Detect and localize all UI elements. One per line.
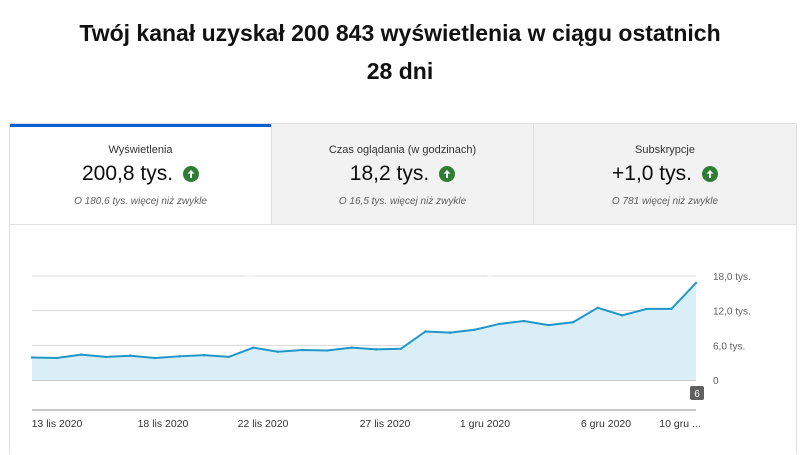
x-tick-label: 1 gru 2020 bbox=[460, 418, 510, 430]
data-point bbox=[473, 328, 476, 331]
data-point bbox=[448, 331, 452, 334]
x-tick-label: 22 lis 2020 bbox=[238, 418, 289, 430]
data-point bbox=[670, 307, 673, 311]
data-point bbox=[178, 355, 181, 358]
views-chart: 18,0 tys. 12,0 tys. 6,0 tys. 0 6 13 lis 2020 1… bbox=[30, 272, 751, 430]
data-point bbox=[424, 330, 427, 333]
data-point bbox=[547, 323, 550, 327]
x-tick-label: 27 lis 2020 bbox=[360, 418, 411, 430]
x-tick-label: 18 lis 2020 bbox=[138, 418, 189, 430]
tab-watch-time-note: O 16,5 tys. więcej niż zwykle bbox=[338, 196, 467, 207]
tab-subscriptions-note: O 781 więcej niż zwykle bbox=[611, 196, 719, 207]
marker-badge-label: 6 bbox=[694, 389, 700, 400]
data-point bbox=[227, 355, 230, 359]
x-tick-label: 10 gru ... bbox=[659, 418, 700, 430]
x-tick-label: 13 lis 2020 bbox=[32, 418, 83, 430]
data-point bbox=[301, 348, 304, 352]
data-point bbox=[596, 306, 599, 309]
data-point bbox=[350, 346, 353, 349]
y-tick-label: 12,0 tys. bbox=[713, 307, 751, 318]
data-point bbox=[498, 322, 501, 326]
x-tick-label: 6 gru 2020 bbox=[581, 418, 631, 430]
data-point bbox=[55, 356, 58, 360]
y-tick-label: 0 bbox=[713, 376, 719, 387]
data-point bbox=[399, 347, 403, 350]
data-point bbox=[694, 281, 698, 285]
data-point bbox=[621, 314, 624, 317]
analytics-card: Wyświetlenia 200,8 tys. O 180,6 tys. wię… bbox=[9, 123, 797, 454]
data-point bbox=[30, 356, 34, 359]
tab-subscriptions[interactable]: Subskrypcje +1,0 tys. O 781 więcej niż z… bbox=[533, 124, 796, 224]
tab-watch-time-value: 18,2 tys. bbox=[349, 162, 430, 185]
data-point bbox=[202, 353, 206, 357]
data-point bbox=[129, 354, 132, 357]
tab-views-value: 200,8 tys. bbox=[81, 162, 174, 185]
tab-watch-time-label: Czas oglądania (w godzinach) bbox=[328, 144, 477, 156]
y-tick-label: 6,0 tys. bbox=[713, 341, 745, 352]
arrow-up-icon bbox=[701, 166, 718, 182]
data-point bbox=[571, 321, 575, 324]
series-line bbox=[31, 282, 697, 360]
tab-subscriptions-label: Subskrypcje bbox=[635, 144, 695, 156]
data-point bbox=[104, 355, 107, 359]
data-point bbox=[645, 307, 649, 311]
headline-line-2: 28 dni bbox=[366, 58, 434, 84]
series-area bbox=[32, 282, 696, 380]
data-point bbox=[375, 348, 378, 351]
arrow-up-icon bbox=[439, 166, 456, 182]
tab-views-label: Wyświetlenia bbox=[108, 144, 173, 156]
arrow-up-icon bbox=[183, 166, 200, 182]
data-point bbox=[522, 319, 526, 323]
tab-views-note: O 180,6 tys. więcej niż zwykle bbox=[74, 196, 207, 207]
tab-watch-time[interactable]: Czas oglądania (w godzinach) 18,2 tys. O… bbox=[271, 124, 533, 224]
tab-subscriptions-value: +1,0 tys. bbox=[612, 162, 692, 185]
data-point bbox=[252, 346, 255, 349]
headline-line-1: Twój kanał uzyskał 200 843 wyświetlenia … bbox=[79, 20, 721, 46]
data-point bbox=[153, 356, 157, 360]
page-headline: Twój kanał uzyskał 200 843 wyświetlenia … bbox=[0, 14, 800, 90]
y-tick-label: 18,0 tys. bbox=[713, 272, 751, 283]
chart-area: 18,0 tys. 12,0 tys. 6,0 tys. 0 6 13 lis 2020 1… bbox=[10, 224, 796, 455]
data-point bbox=[276, 350, 280, 353]
marker-badge bbox=[690, 386, 704, 400]
tab-views[interactable]: Wyświetlenia 200,8 tys. O 180,6 tys. wię… bbox=[10, 124, 271, 224]
data-point bbox=[79, 353, 83, 356]
metric-tabs: Wyświetlenia 200,8 tys. O 180,6 tys. wię… bbox=[10, 124, 796, 224]
data-point bbox=[325, 349, 329, 352]
